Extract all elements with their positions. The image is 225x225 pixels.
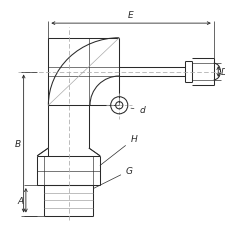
Text: H: H bbox=[100, 135, 137, 166]
Text: G: G bbox=[94, 166, 133, 189]
Text: B: B bbox=[15, 139, 21, 148]
Text: A: A bbox=[17, 196, 23, 205]
Text: d: d bbox=[131, 106, 145, 115]
Text: E: E bbox=[128, 11, 134, 20]
Text: D: D bbox=[221, 68, 225, 77]
